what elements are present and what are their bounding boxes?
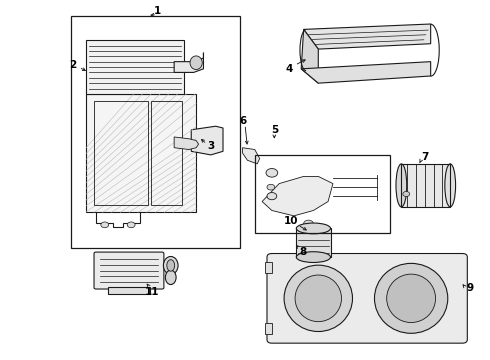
Bar [151, 101, 182, 205]
Bar [296, 228, 331, 257]
Polygon shape [191, 126, 223, 155]
Text: 6: 6 [240, 116, 246, 126]
Ellipse shape [295, 275, 342, 321]
Polygon shape [301, 62, 431, 83]
Circle shape [267, 184, 275, 190]
Text: 3: 3 [207, 141, 215, 151]
Text: 2: 2 [70, 60, 76, 70]
Circle shape [267, 193, 277, 200]
FancyBboxPatch shape [267, 253, 467, 343]
Ellipse shape [387, 274, 436, 323]
Ellipse shape [167, 260, 174, 271]
Bar [94, 101, 148, 205]
Bar [296, 228, 331, 257]
Bar [86, 94, 196, 212]
Text: 1: 1 [153, 6, 161, 16]
Bar [71, 16, 240, 248]
Text: 9: 9 [466, 283, 473, 293]
Text: 10: 10 [284, 216, 299, 226]
Circle shape [127, 222, 135, 228]
FancyBboxPatch shape [94, 252, 164, 289]
Polygon shape [304, 24, 431, 49]
Circle shape [101, 222, 109, 228]
Polygon shape [174, 137, 198, 149]
Polygon shape [174, 53, 203, 72]
Text: 5: 5 [270, 125, 278, 135]
Bar [401, 164, 450, 207]
Ellipse shape [165, 270, 176, 284]
Ellipse shape [296, 252, 331, 262]
Bar [401, 164, 450, 207]
Ellipse shape [190, 56, 202, 69]
Ellipse shape [284, 265, 352, 332]
Bar [265, 323, 272, 334]
Ellipse shape [296, 223, 331, 234]
Text: 8: 8 [299, 247, 306, 257]
Text: 11: 11 [145, 287, 159, 297]
Ellipse shape [445, 164, 456, 207]
Polygon shape [243, 148, 260, 164]
Ellipse shape [396, 164, 407, 207]
Text: 4: 4 [285, 64, 293, 74]
Circle shape [403, 192, 410, 197]
Text: 7: 7 [421, 152, 428, 162]
Bar [86, 40, 184, 94]
Bar [255, 155, 390, 233]
Circle shape [304, 220, 314, 227]
Ellipse shape [374, 264, 448, 333]
Ellipse shape [163, 256, 178, 274]
Polygon shape [301, 30, 319, 83]
Bar [108, 287, 150, 294]
Circle shape [266, 168, 278, 177]
Polygon shape [262, 176, 333, 216]
Bar [265, 262, 272, 273]
